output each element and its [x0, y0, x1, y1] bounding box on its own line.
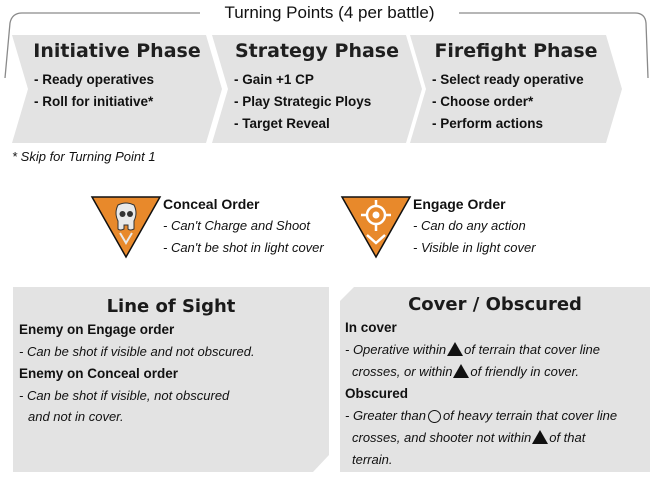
obscured-text-line2: crosses, and shooter not within of that [352, 430, 585, 445]
line-of-sight-title: Line of Sight [106, 296, 236, 317]
phase-item: - Select ready operative [432, 72, 584, 87]
phase-item: - Play Strategic Ploys [234, 94, 372, 109]
text-segment: of heavy terrain that cover line [442, 408, 618, 423]
cover-panel-bg [340, 287, 650, 472]
phase-banner-bg [12, 35, 222, 143]
conceal-order-line: - Can't Charge and Shoot [163, 218, 311, 233]
phase-item: - Roll for initiative* [34, 94, 154, 109]
phase-item: - Choose order* [432, 94, 534, 109]
cover-obscured-title: Cover / Obscured [408, 294, 582, 315]
in-cover-heading: In cover [345, 320, 397, 335]
phase-title: Initiative Phase [33, 40, 201, 62]
phase-item: - Gain +1 CP [234, 72, 314, 87]
strategy-phase-card: Strategy Phase - Gain +1 CP - Play Strat… [212, 35, 422, 143]
text-segment: - Operative within [345, 342, 447, 357]
text-segment: crosses, or within [352, 364, 453, 379]
triangle-icon [532, 430, 549, 444]
conceal-enemy-heading: Enemy on Conceal order [19, 366, 179, 381]
engage-order-line: - Visible in light cover [413, 240, 536, 255]
triangle-icon [447, 342, 464, 356]
circle-icon [427, 410, 441, 423]
text-segment: of terrain that cover line [464, 342, 601, 357]
text-segment: of friendly in cover. [470, 364, 580, 379]
conceal-order-line: - Can't be shot in light cover [163, 240, 324, 255]
crosshair-icon [340, 196, 412, 259]
phase-item: - Target Reveal [234, 116, 330, 131]
engage-enemy-heading: Enemy on Engage order [19, 322, 175, 337]
conceal-enemy-text: - Can be shot if visible, not obscured [19, 388, 230, 403]
phase-banner-bg [410, 35, 622, 143]
line-of-sight-panel-bg [13, 287, 329, 472]
phase-title: Strategy Phase [235, 40, 399, 62]
conceal-order-title: Conceal Order [163, 196, 260, 212]
firefight-phase-card: Firefight Phase - Select ready operative… [410, 35, 622, 143]
initiative-phase-card: Initiative Phase - Ready operatives - Ro… [12, 35, 222, 143]
phase-item: - Ready operatives [34, 72, 155, 87]
engage-enemy-text: - Can be shot if visible and not obscure… [19, 344, 255, 359]
triangle-icon [453, 364, 470, 378]
conceal-enemy-text-cont: and not in cover. [28, 409, 124, 424]
obscured-text-line1: - Greater than of heavy terrain that cove… [345, 408, 617, 423]
text-segment: of that [549, 430, 586, 445]
engage-order-title: Engage Order [413, 196, 506, 212]
in-cover-text-line1: - Operative within of terrain that cover … [345, 342, 600, 357]
skip-note: * Skip for Turning Point 1 [12, 149, 156, 164]
phase-item: - Perform actions [432, 116, 544, 131]
turning-points-title: Turning Points (4 per battle) [224, 3, 435, 22]
skull-icon [90, 196, 162, 259]
engage-order-line: - Can do any action [413, 218, 526, 233]
text-segment: - Greater than [345, 408, 426, 423]
in-cover-text-line2: crosses, or within of friendly in cover. [352, 364, 579, 379]
obscured-heading: Obscured [345, 386, 409, 401]
text-segment: crosses, and shooter not within [352, 430, 532, 445]
turning-points-bracket [4, 12, 649, 79]
obscured-text-line3: terrain. [352, 452, 393, 467]
phase-title: Firefight Phase [434, 40, 598, 62]
phase-banner-bg [212, 35, 422, 143]
